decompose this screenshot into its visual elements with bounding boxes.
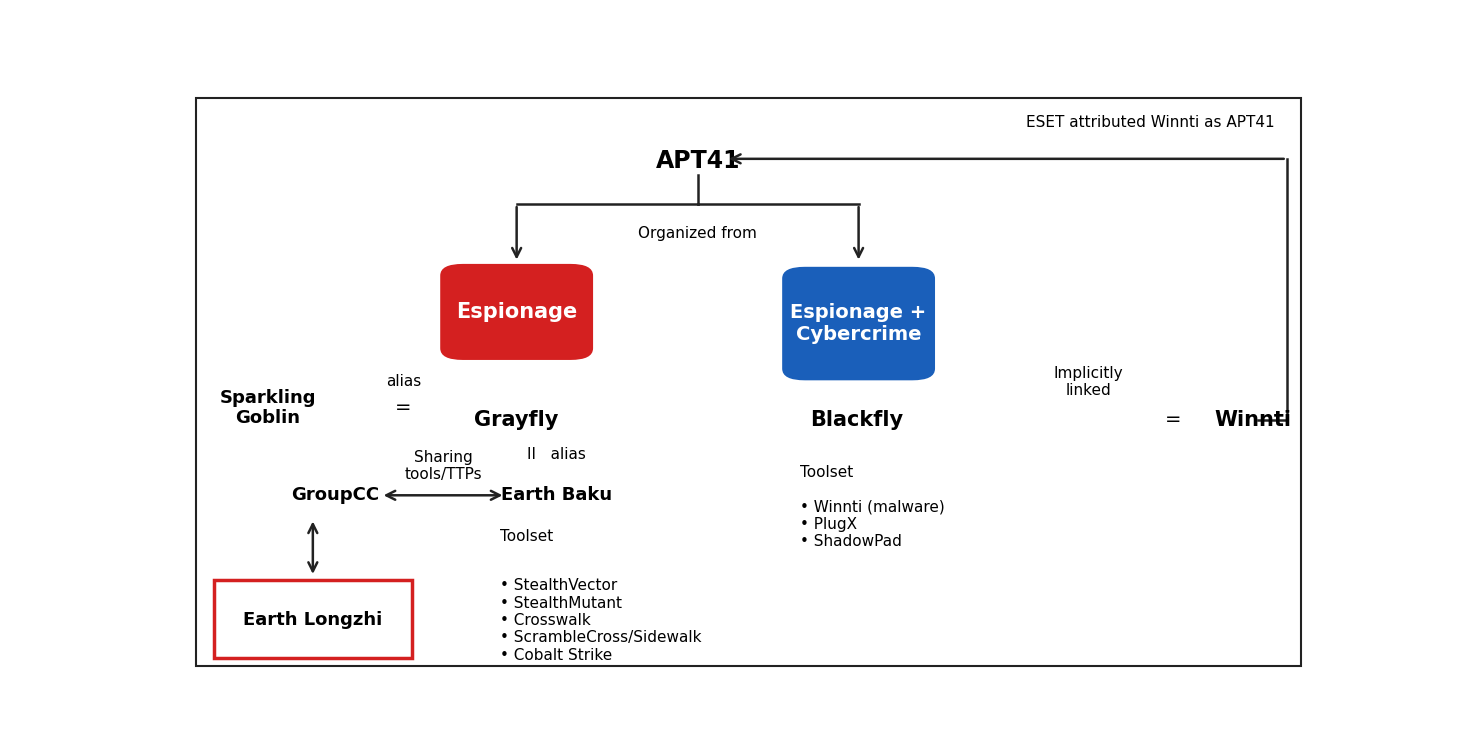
Text: Espionage: Espionage xyxy=(456,302,577,322)
Text: ESET attributed Winnti as APT41: ESET attributed Winnti as APT41 xyxy=(1026,115,1275,130)
Text: Earth Longzhi: Earth Longzhi xyxy=(243,612,383,630)
Text: Sharing
tools/TTPs: Sharing tools/TTPs xyxy=(405,450,482,482)
Text: Grayfly: Grayfly xyxy=(475,410,560,429)
FancyBboxPatch shape xyxy=(215,580,412,658)
FancyBboxPatch shape xyxy=(782,267,935,380)
Text: Winnti: Winnti xyxy=(1214,410,1292,429)
Text: Toolset: Toolset xyxy=(500,528,552,544)
Text: GroupCC: GroupCC xyxy=(291,486,380,504)
Text: Blackfly: Blackfly xyxy=(809,410,903,429)
Text: • Winnti (malware)
• PlugX
• ShadowPad: • Winnti (malware) • PlugX • ShadowPad xyxy=(799,500,944,550)
Text: • StealthVector
• StealthMutant
• Crosswalk
• ScrambleCross/Sidewalk
• Cobalt St: • StealthVector • StealthMutant • Crossw… xyxy=(500,578,701,663)
Text: Espionage +
Cybercrime: Espionage + Cybercrime xyxy=(790,303,926,344)
Text: Organized from: Organized from xyxy=(638,226,757,241)
Text: II   alias: II alias xyxy=(527,447,586,462)
Text: Toolset: Toolset xyxy=(799,464,853,479)
Text: =: = xyxy=(1164,410,1182,429)
Text: Implicitly
linked: Implicitly linked xyxy=(1053,366,1124,398)
FancyBboxPatch shape xyxy=(440,264,593,360)
Text: Sparkling
Goblin: Sparkling Goblin xyxy=(219,389,316,427)
Text: APT41: APT41 xyxy=(656,149,741,172)
Text: =: = xyxy=(394,398,412,417)
Text: alias: alias xyxy=(386,374,421,389)
Text: Earth Baku: Earth Baku xyxy=(501,486,612,504)
